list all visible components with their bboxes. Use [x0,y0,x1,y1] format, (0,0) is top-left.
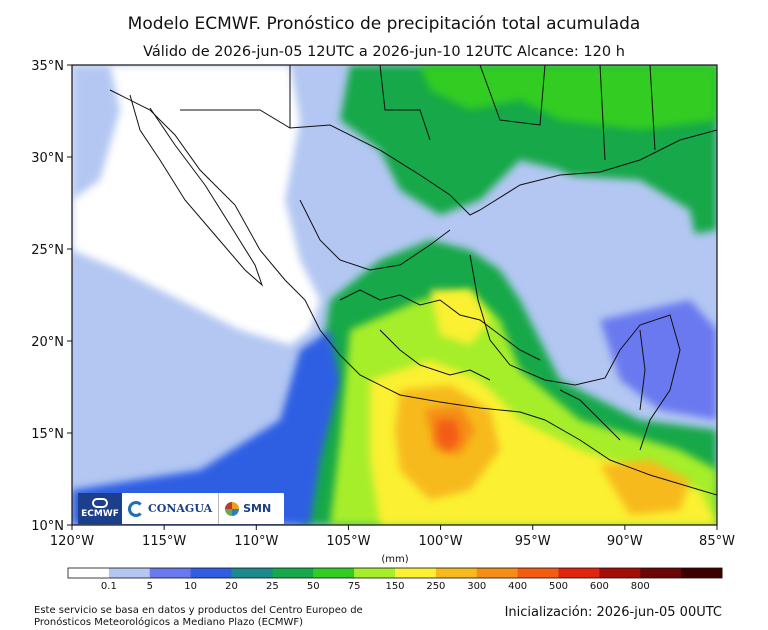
lat-tick-label: 25°N [31,243,64,258]
state-border-5 [649,65,656,151]
colorbar-unit: (mm) [381,554,408,565]
ecmwf-logo-text: ECMWF [81,509,119,519]
colorbar-label: 50 [307,581,320,592]
colorbar-swatch [599,568,641,578]
field-gulf-light [500,175,700,320]
state-border-3 [479,65,546,126]
coastlines [109,65,717,496]
precipitation-field [72,65,717,525]
colorbar-label: 0.1 [101,581,117,592]
map-subtitle: Válido de 2026-jun-05 12UTC a 2026-jun-1… [143,44,625,60]
state-border-2 [379,65,431,141]
data-credit: Este servicio se basa en datos y product… [34,605,363,628]
field-orange-east [600,460,690,515]
smn-icon [225,501,240,516]
colorbar-swatch [517,568,559,578]
colorbar-label: 500 [549,581,568,592]
longitude-axis: 120°W 115°W 110°W 105°W 100°W 95°W 90°W 85°W [50,525,735,549]
conagua-icon [128,500,144,517]
colorbar-swatch [231,568,273,578]
lon-tick-label: 90°W [607,534,643,549]
lon-tick-label: 110°W [234,534,278,549]
colorbar-label: 600 [590,581,609,592]
conagua-logo-text: CONAGUA [148,502,213,515]
colorbar-label: 300 [467,581,486,592]
colorbar-label: 25 [266,581,279,592]
colorbar-swatch [272,568,314,578]
colorbar-swatch [558,568,600,578]
mexico-states-1 [339,289,541,361]
lon-tick-label: 115°W [142,534,186,549]
mexico-states-3 [379,329,491,381]
smn-logo-text: SMN [243,502,272,515]
map-frame [71,64,718,526]
gulf-coastline [469,254,681,451]
precipitation-map: 10°N 15°N 20°N 25°N 30°N 35°N 120°W 115°W 110°W… [31,59,735,592]
map-title: Modelo ECMWF. Pronóstico de precipitació… [127,14,641,34]
colorbar-label: 20 [225,581,238,592]
colorbar-swatch [354,568,396,578]
field-pacific-blue [72,330,340,525]
smn-logo: SMN [219,501,272,516]
lon-tick-label: 85°W [699,534,735,549]
lon-tick-label: 105°W [326,534,370,549]
colorbar-swatch [149,568,192,578]
lat-tick-label: 10°N [31,519,64,534]
field-pacific-light [72,65,120,200]
guatemala-border [559,389,621,441]
colorbar-swatch [108,568,151,578]
field-yucatan-blue [600,300,717,420]
colorbar-swatch [476,568,519,578]
initialization-time: Inicialización: 2026-jun-05 00UTC [504,605,722,620]
colorbar-label: 800 [631,581,650,592]
colorbar-swatch [640,568,682,578]
yucatan-border [639,329,646,411]
us-mexico-border [180,109,481,216]
lat-tick-label: 30°N [31,151,64,166]
lon-tick-label: 100°W [418,534,462,549]
colorbar-swatch [395,568,437,578]
colorbar-swatch [435,568,478,578]
pacific-coastline [109,89,717,496]
ecmwf-mark-icon [92,498,108,508]
conagua-logo: CONAGUA [122,493,220,524]
lat-tick-label: 15°N [31,427,64,442]
colorbar-swatch [68,568,110,578]
colorbar-label: 10 [184,581,197,592]
colorbar-label: 400 [508,581,527,592]
colorbar-label: 75 [348,581,361,592]
colorbar-swatch [190,568,232,578]
colorbar-label: 150 [385,581,404,592]
colorbar-label: 250 [426,581,445,592]
lon-tick-label: 120°W [50,534,94,549]
field-red-core [436,420,460,452]
lat-tick-label: 35°N [31,59,64,74]
colorbar-swatch [681,568,723,578]
colorbar-label: 5 [147,581,153,592]
colorbar-swatch [313,568,355,578]
latitude-axis: 10°N 15°N 20°N 25°N 30°N 35°N [31,59,72,534]
state-border-4 [599,65,606,161]
logo-strip: ECMWF CONAGUA SMN [78,493,284,524]
baja-california [129,94,264,287]
lon-tick-label: 95°W [515,534,551,549]
colorbar: 0.1 5 10 20 25 50 75 150 250 300 400 500 600 800 [67,567,723,592]
ecmwf-logo: ECMWF [78,493,122,524]
lat-tick-label: 20°N [31,335,64,350]
colorbar-frame [67,567,723,579]
us-gulf-coast [479,129,717,211]
field-lightgreen-north [420,65,717,130]
mexico-states-2 [299,199,451,271]
